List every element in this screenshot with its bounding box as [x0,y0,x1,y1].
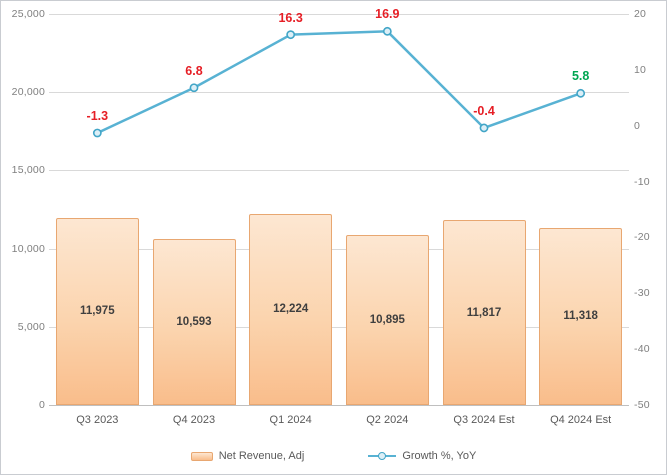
line-point-label: 16.3 [278,10,303,25]
legend: Net Revenue, Adj Growth %, YoY [1,450,666,462]
bar-value-label: 11,975 [80,305,115,318]
gridline [49,14,629,15]
legend-label: Net Revenue, Adj [218,450,305,462]
y2-axis-tick-label: -50 [634,399,650,411]
line-marker [286,30,296,40]
y-axis-tick-label: 15,000 [11,164,45,177]
bar [249,213,333,405]
y-axis-tick-label: 0 [38,399,45,411]
legend-marker-dot-icon [378,452,387,460]
legend-item-growth: Growth %, YoY [368,450,476,462]
bar-value-label: 11,318 [563,310,598,323]
gridline [49,248,629,250]
bar [152,239,236,405]
bar-value-label: 10,593 [176,316,212,329]
line-point-label: 5.8 [571,69,590,84]
x-axis-category-label: Q1 2024 [269,414,312,426]
line-marker [382,26,392,36]
line-marker [92,128,102,138]
x-axis-category-label: Q2 2024 [366,414,409,426]
y-axis-tick-label: 20,000 [11,86,45,99]
gridline [49,326,629,328]
legend-line-marker-icon [368,451,397,461]
legend-bar-swatch-icon [190,451,213,461]
gridline [49,170,629,172]
y2-axis-tick-label: -20 [634,231,650,244]
line-point-label: 16.9 [375,7,400,22]
growth-line [96,30,582,135]
y2-axis-tick-label: -10 [634,175,650,188]
x-axis-line [49,405,629,406]
y-axis-tick-label: 10,000 [11,242,45,255]
line-marker [189,83,199,93]
y-axis-tick-label: 25,000 [11,8,45,20]
y2-axis-tick-label: 10 [634,63,647,76]
bar-value-label: 12,224 [273,303,309,316]
y2-axis-tick-label: -30 [634,287,650,300]
line-marker [576,88,586,98]
y2-axis-tick-label: -40 [634,343,650,356]
legend-item-net-revenue: Net Revenue, Adj [190,450,305,462]
y-axis-tick-label: 5,000 [17,320,45,333]
bar [345,234,429,405]
bar [442,220,526,405]
line-point-label: -0.4 [473,103,495,118]
y2-axis-tick-label: 20 [634,8,647,20]
bar [55,217,139,405]
gridline [49,92,629,94]
x-axis-category-label: Q3 2023 [76,414,119,426]
line-point-label: -1.3 [86,108,109,123]
line-marker [479,123,489,133]
bar-value-label: 10,895 [369,313,405,326]
x-axis-category-label: Q4 2024 Est [550,414,612,426]
legend-label: Growth %, YoY [402,450,477,462]
bar [539,227,623,405]
y2-axis-tick-label: 0 [634,119,641,132]
x-axis-category-label: Q3 2024 Est [453,414,515,426]
line-point-label: 6.8 [185,63,203,78]
x-axis-category-label: Q4 2023 [172,414,216,426]
bar-value-label: 11,817 [466,306,502,319]
